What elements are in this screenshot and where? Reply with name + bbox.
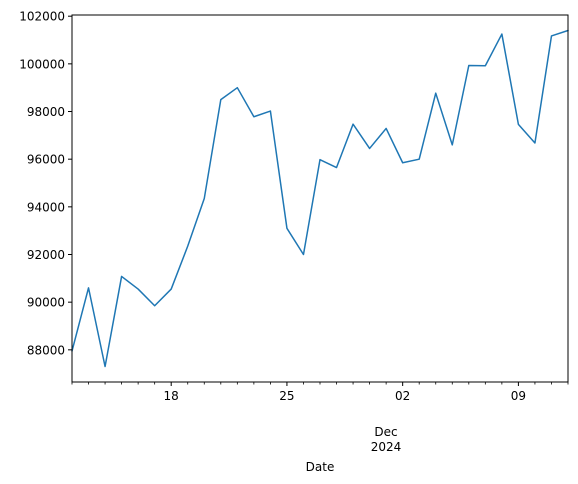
x-tick-label: 09 xyxy=(511,389,526,403)
y-tick-label: 88000 xyxy=(27,343,65,357)
x-tick-label: 02 xyxy=(395,389,410,403)
x-secondary-label-year: 2024 xyxy=(371,440,402,454)
y-tick-label: 90000 xyxy=(27,296,65,310)
x-axis-ticks: 18 25 02 09 xyxy=(71,382,569,403)
x-tick-label: 18 xyxy=(164,389,179,403)
y-axis-ticks: 88000 90000 92000 94000 96000 98000 100000 1020… xyxy=(19,10,72,357)
y-tick-label: 96000 xyxy=(27,153,65,167)
plot-frame xyxy=(71,14,569,383)
series-line xyxy=(71,29,569,368)
x-secondary-label-month: Dec xyxy=(374,425,397,439)
y-tick-label: 98000 xyxy=(27,105,65,119)
y-tick-label: 92000 xyxy=(27,248,65,262)
x-axis-title: Date xyxy=(306,460,335,474)
x-tick-label: 25 xyxy=(279,389,294,403)
y-tick-label: 100000 xyxy=(19,57,65,71)
y-tick-label: 102000 xyxy=(19,10,65,24)
y-tick-label: 94000 xyxy=(27,200,65,214)
